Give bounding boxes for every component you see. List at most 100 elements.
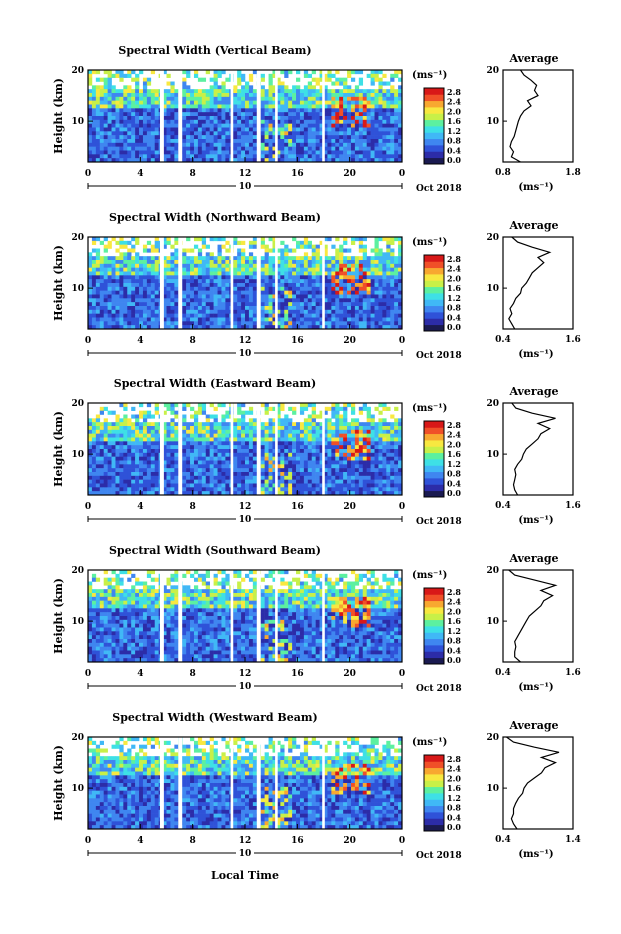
heatmap-cell [108, 302, 112, 306]
heatmap-cell [327, 441, 331, 445]
heatmap-cell [269, 268, 273, 272]
heatmap-cell [170, 143, 174, 147]
heatmap-cell [390, 464, 394, 468]
heatmap-cell [296, 116, 300, 120]
heatmap-cell [237, 89, 241, 93]
heatmap-cell [308, 318, 312, 322]
heatmap-cell [390, 120, 394, 124]
heatmap-cell [108, 453, 112, 457]
heatmap-cell [123, 298, 127, 302]
heatmap-cell [210, 438, 214, 442]
heatmap-cell [280, 418, 284, 422]
heatmap-cell [269, 82, 273, 86]
colorbar: (ms⁻¹)0.00.40.81.21.62.02.42.8 [412, 237, 461, 332]
heatmap-cell [327, 147, 331, 151]
heatmap-cell [174, 279, 178, 283]
heatmap-cell [265, 268, 269, 272]
heatmap-cell [194, 275, 198, 279]
heatmap-cell [147, 264, 151, 268]
heatmap-cell [182, 472, 186, 476]
heatmap-cell [312, 252, 316, 256]
heatmap-cell [308, 310, 312, 314]
heatmap-cell [308, 128, 312, 132]
heatmap-cell [304, 70, 308, 74]
heatmap-cell [190, 105, 194, 109]
heatmap-cell [335, 283, 339, 287]
heatmap-cell [327, 306, 331, 310]
heatmap-cell [127, 264, 131, 268]
heatmap-cell [167, 453, 171, 457]
heatmap-cell [127, 318, 131, 322]
heatmap-cell [253, 318, 257, 322]
heatmap-cell [343, 143, 347, 147]
heatmap-cell [327, 143, 331, 147]
heatmap-cell [300, 302, 304, 306]
heatmap-cell [339, 128, 343, 132]
heatmap-cell [284, 135, 288, 139]
heatmap-cell [355, 101, 359, 105]
heatmap-cell [167, 441, 171, 445]
heatmap-cell [347, 403, 351, 407]
heatmap-cell [343, 112, 347, 116]
heatmap-cell [194, 154, 198, 158]
heatmap-cell [359, 291, 363, 295]
heatmap-cell [261, 430, 265, 434]
heatmap-cell [261, 464, 265, 468]
heatmap-cell [214, 131, 218, 135]
heatmap-cell [218, 480, 222, 484]
heatmap-cell [308, 93, 312, 97]
heatmap-cell [139, 105, 143, 109]
heatmap-cell [202, 105, 206, 109]
heatmap-cell [96, 108, 100, 112]
heatmap-cell [198, 287, 202, 291]
heatmap-cell [253, 93, 257, 97]
heatmap-cell [292, 306, 296, 310]
heatmap-cell [316, 321, 320, 325]
heatmap-cell [265, 101, 269, 105]
heatmap-cell [371, 147, 375, 151]
heatmap-cell [304, 139, 308, 143]
heatmap-cell [182, 468, 186, 472]
heatmap-cell [147, 415, 151, 419]
heatmap-cell [280, 256, 284, 260]
heatmap-cell [104, 321, 108, 325]
heatmap-cell [312, 256, 316, 260]
heatmap-cell [174, 97, 178, 101]
heatmap-cell [198, 147, 202, 151]
heatmap-cell [288, 268, 292, 272]
heatmap-cell [312, 310, 316, 314]
heatmap-cell [88, 310, 92, 314]
heatmap-cell [390, 256, 394, 260]
heatmap-cell [214, 85, 218, 89]
heatmap-cell [316, 438, 320, 442]
heatmap-cell [371, 70, 375, 74]
heatmap-cell [382, 105, 386, 109]
heatmap-cell [127, 97, 131, 101]
heatmap-cell [206, 314, 210, 318]
heatmap-cell [127, 457, 131, 461]
heatmap-cell [123, 426, 127, 430]
heatmap-cell [280, 472, 284, 476]
heatmap-cell [206, 321, 210, 325]
heatmap-cell [108, 438, 112, 442]
heatmap-cell [343, 101, 347, 105]
heatmap-cell [308, 97, 312, 101]
colorbar-tick-label: 1.2 [447, 126, 461, 136]
heatmap-cell [363, 275, 367, 279]
heatmap-cell [108, 241, 112, 245]
heatmap-cell [327, 445, 331, 449]
heatmap-cell [147, 480, 151, 484]
heatmap-cell [170, 464, 174, 468]
heatmap-cell [237, 321, 241, 325]
heatmap-cell [225, 457, 229, 461]
heatmap-cell [112, 422, 116, 426]
heatmap-cell [174, 151, 178, 155]
heatmap-cell [237, 438, 241, 442]
heatmap-cell [237, 291, 241, 295]
heatmap-cell [221, 468, 225, 472]
heatmap-cell [312, 249, 316, 253]
heatmap-cell [233, 295, 237, 299]
heatmap-cell [359, 143, 363, 147]
heatmap-cell [327, 116, 331, 120]
heatmap-cell [308, 472, 312, 476]
